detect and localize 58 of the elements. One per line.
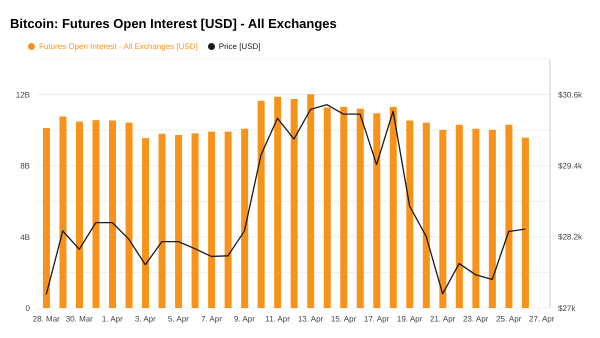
line-series xyxy=(46,104,526,296)
bar xyxy=(324,108,331,308)
x-tick-label: 25. Apr xyxy=(496,314,522,324)
x-tick-label: 15. Apr xyxy=(330,314,357,324)
x-tick-label: 9. Apr xyxy=(234,314,256,324)
bar xyxy=(274,96,282,308)
legend-label: Price [USD] xyxy=(218,42,261,51)
bar xyxy=(258,100,265,308)
bar xyxy=(192,133,199,308)
legend-label: Futures Open Interest - All Exchanges [USD] xyxy=(39,42,198,51)
x-tick-label: 30. Mar xyxy=(66,314,94,324)
bar xyxy=(406,120,414,308)
bar xyxy=(472,128,480,308)
bar xyxy=(456,124,463,308)
bar xyxy=(307,94,314,308)
bar xyxy=(142,138,150,308)
bar xyxy=(175,134,182,308)
bar xyxy=(390,106,397,308)
x-tick-label: 28. Mar xyxy=(32,314,60,324)
x-tick-label: 3. Apr xyxy=(134,314,156,324)
bar xyxy=(340,106,348,308)
x-tick-label: 13. Apr xyxy=(298,314,324,324)
bar xyxy=(241,128,248,308)
y2-tick-label: $30.6k xyxy=(558,90,584,100)
bar xyxy=(109,120,116,308)
bar xyxy=(488,130,496,308)
bar xyxy=(439,130,446,308)
y2-tick-label: $29.4k xyxy=(558,162,584,171)
bar xyxy=(290,99,298,308)
x-tick-label: 11. Apr xyxy=(265,314,290,324)
bar xyxy=(76,122,83,308)
y-tick-label: 12B xyxy=(16,90,30,100)
x-tick-label: 7. Apr xyxy=(200,314,222,324)
bar xyxy=(92,120,100,308)
bar xyxy=(356,108,364,308)
bar xyxy=(208,132,216,308)
y-tick-label: 0 xyxy=(26,304,31,313)
bar xyxy=(158,134,166,308)
y-tick-label: 4B xyxy=(20,232,30,242)
bar xyxy=(505,124,512,308)
x-tick-label: 5. Apr xyxy=(168,314,190,324)
x-tick-label: 23. Apr xyxy=(463,314,489,324)
y2-tick-label: $27k xyxy=(558,304,576,313)
bar xyxy=(42,128,50,308)
x-tick-label: 21. Apr xyxy=(430,314,456,324)
x-tick-label: 27. Apr xyxy=(529,314,555,324)
x-tick-label: 1. Apr xyxy=(102,314,124,324)
x-tick-label: 17. Apr xyxy=(364,314,390,324)
x-tick-label: 19. Apr xyxy=(396,314,423,324)
bar xyxy=(522,138,529,308)
y2-tick-label: $28.2k xyxy=(558,232,584,242)
bar xyxy=(126,122,133,308)
bar xyxy=(59,116,66,308)
bar xyxy=(373,113,380,308)
chart-title: Bitcoin: Futures Open Interest [USD] - All Exchanges xyxy=(9,15,338,33)
bar xyxy=(224,132,232,308)
y-tick-label: 8B xyxy=(20,162,30,171)
bar xyxy=(422,122,430,308)
